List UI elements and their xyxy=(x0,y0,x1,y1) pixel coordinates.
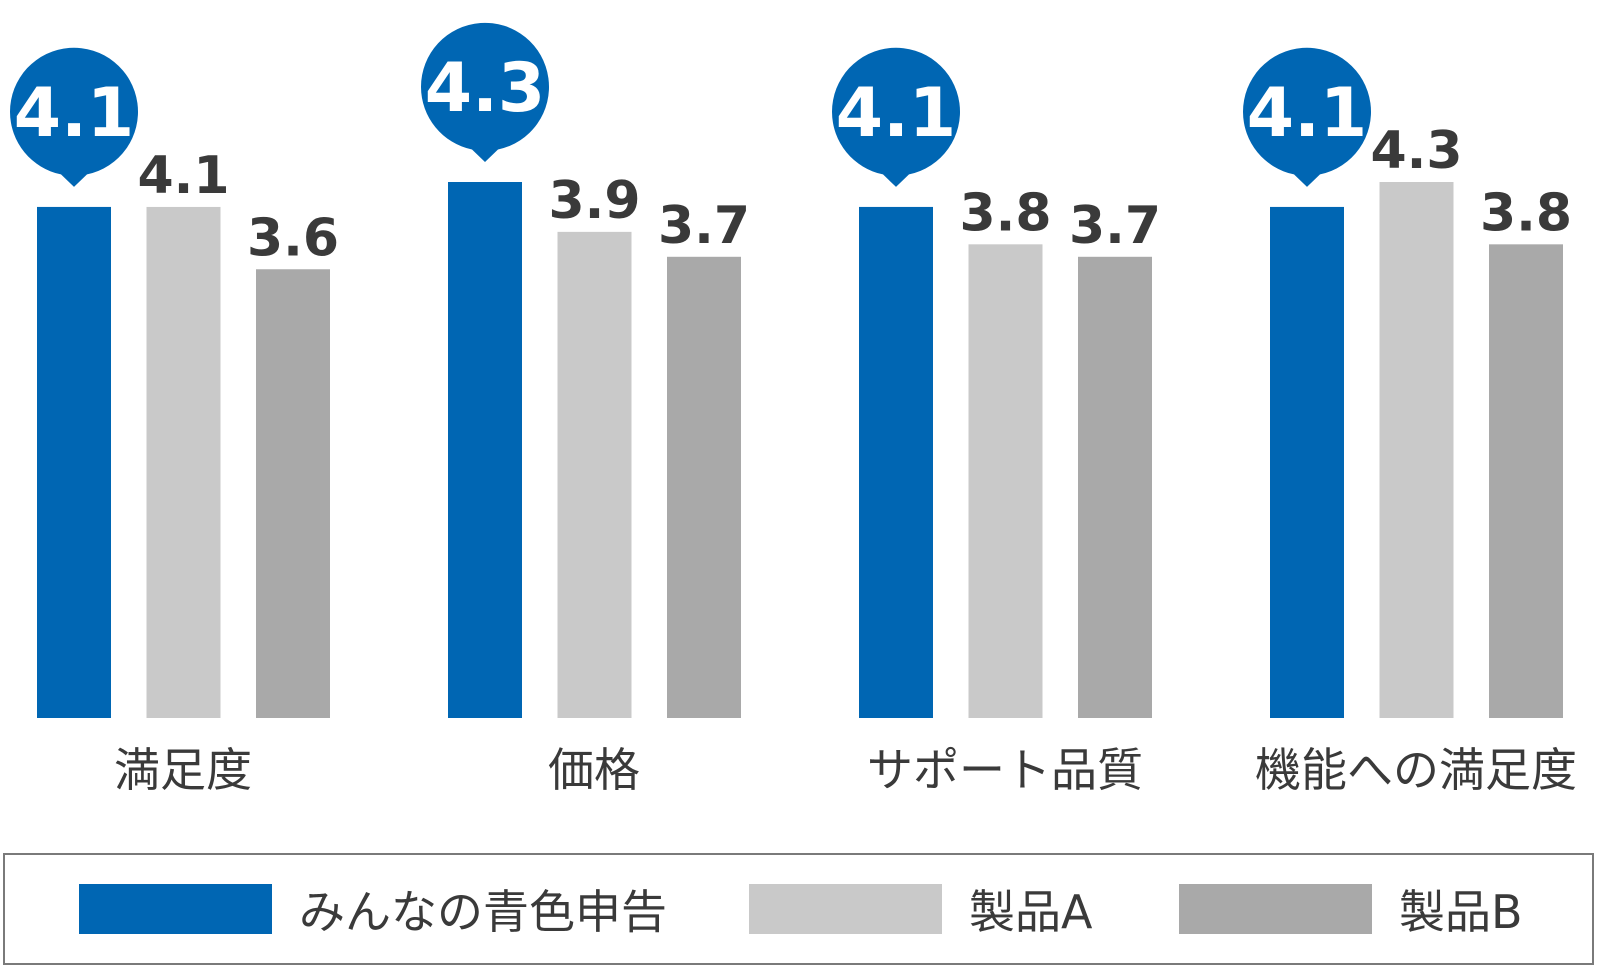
bar-2-4 xyxy=(1379,182,1454,718)
value-label-1-3: 4.1 xyxy=(836,74,956,153)
category-label-2: 価格 xyxy=(548,743,640,797)
bar-1-2 xyxy=(448,182,522,718)
category-label-4: 機能への満足度 xyxy=(1255,743,1577,797)
value-label-3-2: 3.7 xyxy=(658,196,750,256)
bars-layer xyxy=(37,182,1563,719)
legend-swatch-series-3 xyxy=(1179,884,1372,934)
legend: みんなの青色申告 製品A 製品B xyxy=(3,853,1594,965)
category-label-1: 満足度 xyxy=(114,743,252,797)
legend-item-series-1: みんなの青色申告 xyxy=(79,855,667,963)
legend-item-series-3: 製品B xyxy=(1179,855,1523,963)
legend-label-series-3: 製品B xyxy=(1399,885,1523,939)
bar-1-3 xyxy=(859,206,933,718)
legend-label-series-2: 製品A xyxy=(969,885,1093,939)
value-label-3-4: 3.8 xyxy=(1480,183,1572,243)
value-label-1-2: 4.3 xyxy=(425,49,545,128)
bar-3-4 xyxy=(1489,244,1563,719)
value-label-3-3: 3.7 xyxy=(1069,196,1161,256)
value-label-2-3: 3.8 xyxy=(959,183,1051,243)
legend-label-series-1: みんなの青色申告 xyxy=(299,885,667,939)
bar-3-3 xyxy=(1078,256,1152,718)
value-label-2-4: 4.3 xyxy=(1370,121,1462,181)
value-label-3-1: 3.6 xyxy=(247,208,339,268)
value-label-1-1: 4.1 xyxy=(14,74,134,153)
value-label-2-1: 4.1 xyxy=(137,146,229,206)
legend-swatch-series-2 xyxy=(749,884,942,934)
value-bubble-3 xyxy=(831,47,960,187)
category-label-3: サポート品質 xyxy=(867,743,1143,797)
value-bubble-4 xyxy=(1242,47,1371,187)
bar-3-2 xyxy=(667,256,741,718)
bar-1-1 xyxy=(37,206,111,718)
value-bubble-2 xyxy=(420,22,549,162)
bar-3-1 xyxy=(256,269,330,718)
bar-2-3 xyxy=(968,244,1043,719)
value-label-2-2: 3.9 xyxy=(548,171,640,231)
value-bubble-1 xyxy=(9,47,138,187)
bar-2-1 xyxy=(146,206,221,718)
legend-item-series-2: 製品A xyxy=(749,855,1092,963)
bar-2-2 xyxy=(557,231,632,718)
value-label-1-4: 4.1 xyxy=(1247,74,1367,153)
legend-swatch-series-1 xyxy=(79,884,272,934)
bar-1-4 xyxy=(1270,206,1344,718)
